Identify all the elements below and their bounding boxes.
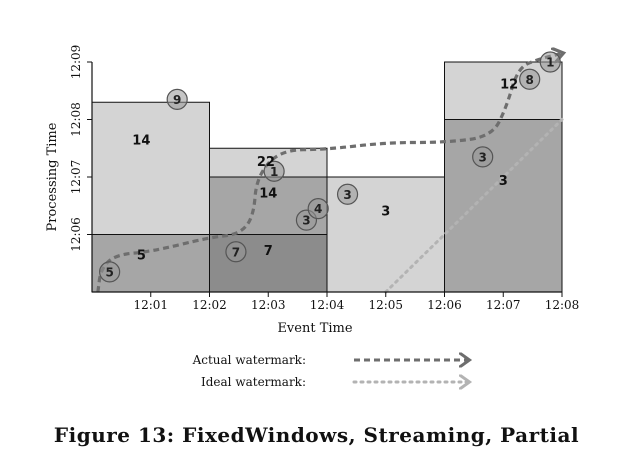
pane-sum-label: 3: [499, 174, 508, 189]
data-point-label: 3: [343, 188, 351, 202]
pane-sum-label: 7: [264, 244, 273, 259]
data-point-label: 1: [270, 165, 278, 179]
data-point: 1: [263, 160, 285, 182]
pane-sum-label: 5: [137, 249, 146, 264]
pane-sum-label: 3: [381, 204, 390, 219]
legend-entry: Ideal watermark:: [201, 375, 468, 389]
data-point-circle: [539, 51, 561, 73]
window-pane: [209, 234, 328, 293]
data-point-circle: [99, 261, 121, 283]
data-point-label: 4: [314, 202, 322, 216]
data-point-label: 3: [302, 214, 310, 228]
data-point: 7: [225, 241, 247, 263]
window-panes: [91, 61, 563, 293]
legend-label: Actual watermark:: [192, 353, 306, 367]
window-pane: [444, 61, 563, 120]
data-point-circle: [166, 88, 188, 110]
axes: 12:01 12:02 12:03 12:04 12:05 12:06 12:07 12:08…: [45, 45, 579, 336]
data-point: 5: [99, 261, 121, 283]
x-tick-label: 12:05: [368, 298, 403, 312]
y-tick-label: 12:07: [69, 160, 83, 195]
window-pane: [91, 101, 210, 235]
data-point-circle: [472, 146, 494, 168]
data-point-circle: [263, 160, 285, 182]
window-pane: [444, 119, 563, 293]
data-point-label: 7: [232, 245, 240, 259]
x-tick-label: 12:06: [427, 298, 462, 312]
data-point-label: 5: [105, 265, 113, 279]
data-point-circle: [307, 198, 329, 220]
x-tick-label: 12:04: [310, 298, 345, 312]
x-tick-label: 12:08: [545, 298, 580, 312]
x-tick-label: 12:01: [133, 298, 168, 312]
y-tick-label: 12:06: [69, 217, 83, 252]
pane-sum-label: 22: [257, 155, 275, 170]
data-point-circle: [225, 241, 247, 263]
data-point-label: 9: [173, 93, 181, 107]
pane-sum-label: 14: [259, 187, 277, 202]
data-point-circle: [519, 68, 541, 90]
legend: Actual watermark: Ideal watermark:: [192, 353, 468, 389]
data-point: 1: [539, 51, 561, 73]
data-point-label: 3: [479, 150, 487, 164]
x-tick-label: 12:03: [251, 298, 286, 312]
legend-label: Ideal watermark:: [201, 375, 306, 389]
y-tick-label: 12:09: [69, 45, 83, 80]
data-point-label: 1: [546, 56, 554, 70]
x-tick-label: 12:07: [486, 298, 521, 312]
ideal-watermark-layer: [384, 118, 564, 294]
figure-caption: Figure 13: FixedWindows, Streaming, Part…: [53, 423, 580, 447]
pane-sum-label: 14: [132, 134, 150, 149]
data-point-circle: [336, 183, 359, 205]
pane-sum-label: 12: [500, 77, 518, 92]
y-tick-label: 12:08: [69, 102, 83, 137]
y-axis-title: Processing Time: [45, 122, 60, 231]
data-point: 4: [307, 198, 329, 220]
x-axis-title: Event Time: [277, 321, 352, 336]
data-point: 8: [519, 68, 541, 90]
legend-entry: Actual watermark:: [192, 353, 468, 367]
ideal-watermark-line: [384, 118, 564, 294]
x-tick-label: 12:02: [192, 298, 227, 312]
data-point-label: 8: [526, 73, 534, 87]
data-point: 9: [166, 88, 188, 110]
data-point: 3: [336, 183, 359, 205]
data-point: 3: [472, 146, 494, 168]
